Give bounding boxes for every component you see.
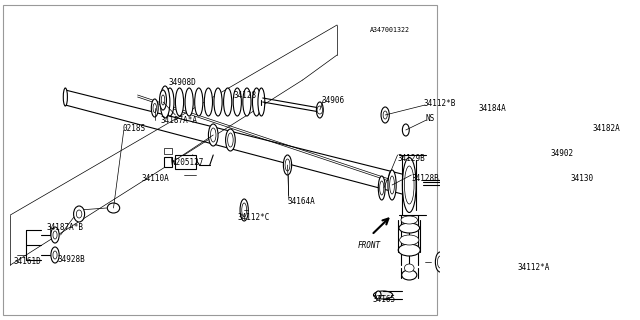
Ellipse shape xyxy=(374,291,393,299)
Text: 34164A: 34164A xyxy=(287,197,316,206)
Text: 34908D: 34908D xyxy=(168,77,196,86)
Text: 34128: 34128 xyxy=(234,91,257,100)
Circle shape xyxy=(317,106,323,114)
Ellipse shape xyxy=(151,99,158,117)
Text: A347001322: A347001322 xyxy=(370,27,410,33)
Ellipse shape xyxy=(284,155,292,175)
Ellipse shape xyxy=(435,252,445,272)
Bar xyxy=(164,157,172,167)
Text: 34902: 34902 xyxy=(550,148,573,157)
Text: 34112*B: 34112*B xyxy=(423,99,456,108)
Text: 34184A: 34184A xyxy=(478,103,506,113)
Ellipse shape xyxy=(381,107,389,123)
Ellipse shape xyxy=(399,235,419,245)
Text: FRONT: FRONT xyxy=(358,241,381,250)
Ellipse shape xyxy=(63,88,67,106)
Ellipse shape xyxy=(51,227,59,243)
Text: 0218S: 0218S xyxy=(122,124,145,132)
Text: 34928B: 34928B xyxy=(57,255,85,265)
Ellipse shape xyxy=(108,203,120,213)
Ellipse shape xyxy=(204,88,212,116)
Ellipse shape xyxy=(460,178,464,186)
Ellipse shape xyxy=(403,157,416,212)
Ellipse shape xyxy=(214,88,222,116)
Text: W205127: W205127 xyxy=(171,157,203,166)
Text: 34112*A: 34112*A xyxy=(517,263,550,273)
Text: 34129B: 34129B xyxy=(397,154,426,163)
Bar xyxy=(175,155,196,169)
Ellipse shape xyxy=(233,88,241,116)
Ellipse shape xyxy=(153,103,156,113)
Ellipse shape xyxy=(398,244,420,256)
Ellipse shape xyxy=(438,256,443,268)
Ellipse shape xyxy=(468,176,474,188)
Ellipse shape xyxy=(376,291,381,299)
Ellipse shape xyxy=(388,170,396,200)
Text: 34906: 34906 xyxy=(322,95,345,105)
Text: 34128B: 34128B xyxy=(412,173,439,182)
Ellipse shape xyxy=(252,88,260,116)
Ellipse shape xyxy=(480,177,483,187)
Ellipse shape xyxy=(161,95,164,105)
Ellipse shape xyxy=(258,88,265,116)
Ellipse shape xyxy=(478,172,485,192)
Ellipse shape xyxy=(390,176,394,194)
Ellipse shape xyxy=(185,88,193,116)
Ellipse shape xyxy=(223,88,232,116)
Ellipse shape xyxy=(459,175,466,189)
Ellipse shape xyxy=(378,176,385,200)
Ellipse shape xyxy=(399,223,420,233)
Ellipse shape xyxy=(285,159,290,171)
Text: NS: NS xyxy=(425,114,435,123)
Bar xyxy=(164,148,172,154)
Circle shape xyxy=(76,210,82,218)
Ellipse shape xyxy=(195,88,203,116)
Ellipse shape xyxy=(175,88,184,116)
Text: 34187A*B: 34187A*B xyxy=(47,223,84,233)
Ellipse shape xyxy=(159,90,166,110)
Ellipse shape xyxy=(404,264,414,272)
Ellipse shape xyxy=(401,216,417,224)
Ellipse shape xyxy=(53,251,57,259)
Ellipse shape xyxy=(226,129,236,151)
Ellipse shape xyxy=(487,164,500,200)
Ellipse shape xyxy=(402,270,417,280)
Ellipse shape xyxy=(470,179,472,185)
Ellipse shape xyxy=(383,111,387,119)
Ellipse shape xyxy=(243,88,251,116)
Ellipse shape xyxy=(211,128,216,142)
Text: 34165: 34165 xyxy=(372,295,396,305)
Ellipse shape xyxy=(240,199,248,221)
Ellipse shape xyxy=(242,203,246,217)
Ellipse shape xyxy=(51,247,59,263)
Ellipse shape xyxy=(490,171,498,193)
Text: 34110A: 34110A xyxy=(141,173,169,182)
Ellipse shape xyxy=(403,124,409,136)
Text: 34130: 34130 xyxy=(571,173,594,182)
Ellipse shape xyxy=(160,86,170,118)
Ellipse shape xyxy=(228,133,233,147)
Ellipse shape xyxy=(166,88,174,116)
Circle shape xyxy=(74,206,84,222)
Text: 34187A*A: 34187A*A xyxy=(160,116,197,124)
Ellipse shape xyxy=(316,102,323,118)
Ellipse shape xyxy=(476,167,487,197)
Ellipse shape xyxy=(404,166,414,204)
Ellipse shape xyxy=(380,181,384,195)
Ellipse shape xyxy=(53,231,57,239)
Text: 34161D: 34161D xyxy=(13,258,42,267)
Text: 34112*C: 34112*C xyxy=(237,213,269,222)
Text: 34182A: 34182A xyxy=(593,124,621,132)
Ellipse shape xyxy=(209,124,218,146)
